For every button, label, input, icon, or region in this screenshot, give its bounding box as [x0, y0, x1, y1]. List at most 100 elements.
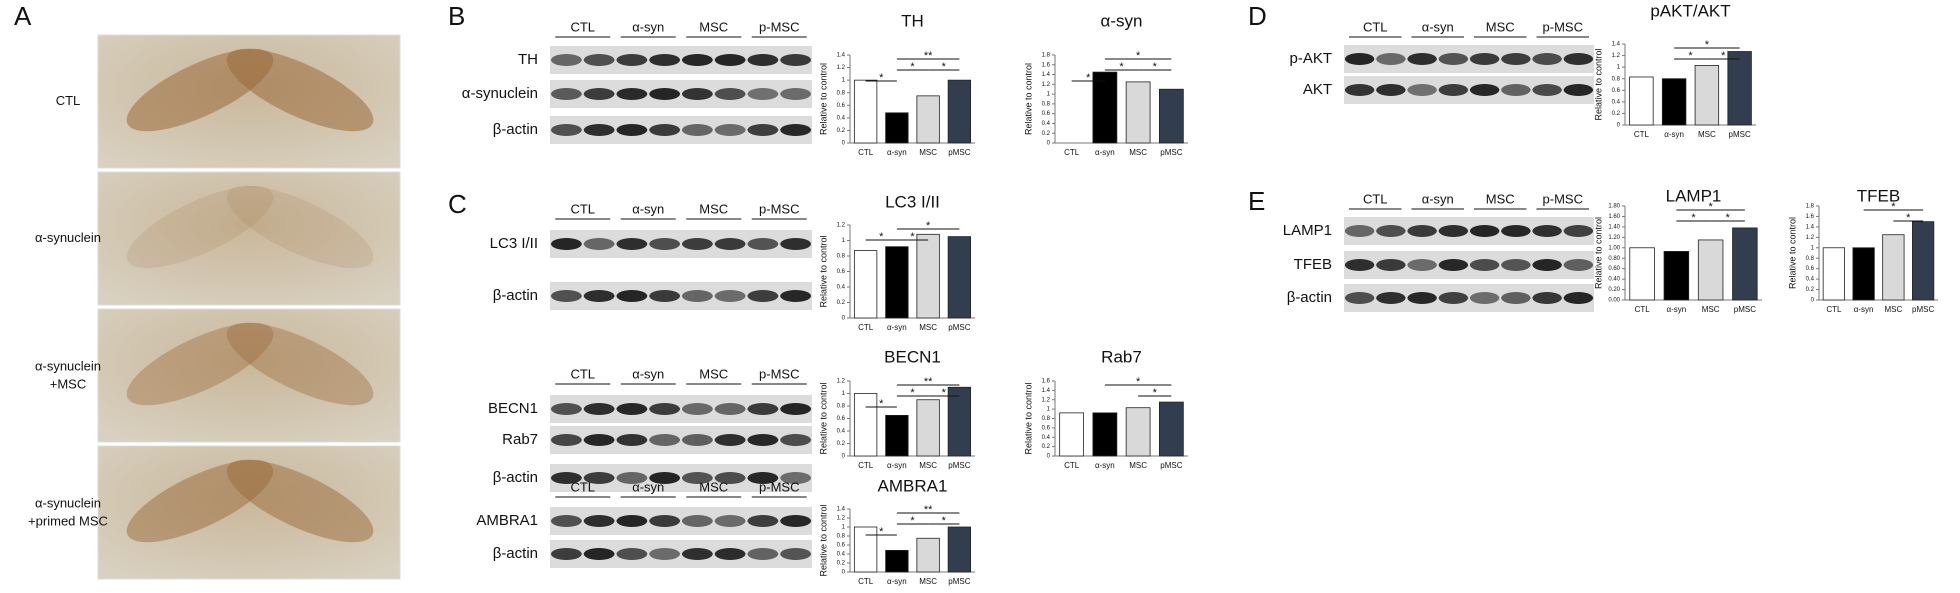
y-tick-label: 0.4	[837, 552, 846, 558]
bar	[885, 414, 909, 457]
significance-label: *	[1906, 212, 1911, 224]
x-tick-label: α-syn	[1667, 305, 1687, 314]
blot-band	[649, 290, 681, 302]
x-tick-label: α-syn	[887, 577, 907, 586]
y-tick-label: 0.8	[837, 90, 846, 96]
blot-band	[1469, 259, 1500, 271]
image-label: α-synuclein +MSC	[35, 359, 101, 392]
bar	[1697, 239, 1724, 301]
significance-label: **	[924, 504, 933, 516]
y-tick-label: 1	[1617, 65, 1621, 71]
blot-band	[714, 54, 746, 66]
y-tick-label: 0.6	[1806, 266, 1815, 272]
y-tick-label: 0.4	[1042, 435, 1051, 441]
y-axis-label: Relative to control	[818, 504, 828, 576]
blot-band	[649, 472, 681, 484]
blot-group-label: α-syn	[1422, 19, 1454, 34]
blot-band	[780, 403, 812, 415]
blot-band	[1438, 259, 1469, 271]
y-tick-label: 0	[1047, 141, 1051, 147]
significance-label: *	[910, 231, 915, 243]
chart-title: LC3 I/II	[885, 192, 940, 211]
blot-group-label: MSC	[699, 366, 728, 381]
x-tick-label: pMSC	[1160, 461, 1182, 470]
blot-band	[616, 238, 648, 250]
x-tick-label: CTL	[858, 323, 874, 332]
blot-band	[1407, 225, 1437, 237]
blot-band	[1344, 259, 1375, 271]
y-tick-label: 0	[842, 316, 846, 322]
significance-label: *	[1153, 61, 1158, 73]
blot-band	[1469, 292, 1500, 304]
bar	[885, 246, 909, 319]
significance-label: *	[1708, 201, 1713, 213]
blot-band	[1501, 84, 1531, 96]
blot-group-label: p-MSC	[759, 19, 799, 34]
significance-label: *	[1153, 387, 1158, 399]
blot-group-label: MSC	[1486, 19, 1515, 34]
bar	[1661, 78, 1687, 126]
significance-label: *	[1136, 50, 1141, 62]
x-tick-label: CTL	[1635, 305, 1651, 314]
significance-label: *	[879, 398, 884, 410]
bar	[1159, 88, 1184, 144]
y-tick-label: 1.4	[1806, 224, 1815, 230]
blot-band	[550, 54, 582, 66]
y-tick-label: 1.40	[1608, 224, 1620, 230]
panel-letter: E	[1248, 186, 1265, 216]
blot-band	[714, 515, 746, 527]
panel-letter: D	[1248, 1, 1267, 31]
y-tick-label: 1.2	[1806, 235, 1815, 241]
significance-label: *	[1726, 212, 1731, 224]
panel-letter: A	[14, 1, 32, 31]
y-tick-label: 1.2	[837, 65, 846, 71]
blot-band	[1376, 84, 1406, 96]
x-tick-label: α-syn	[1095, 461, 1115, 470]
x-tick-label: MSC	[1702, 305, 1720, 314]
blot-band	[780, 515, 812, 527]
y-tick-label: 0.40	[1608, 277, 1620, 283]
blot-band	[1563, 53, 1594, 65]
x-tick-label: α-syn	[887, 148, 907, 157]
significance-label: *	[1705, 39, 1710, 51]
y-tick-label: 1	[1811, 245, 1815, 251]
blot-band	[1407, 84, 1437, 96]
bar	[1727, 51, 1752, 126]
y-tick-label: 0.6	[837, 269, 846, 275]
stain-right	[226, 185, 374, 269]
blot-band	[1438, 84, 1469, 96]
y-tick-label: 1	[842, 525, 846, 531]
blot-band	[681, 88, 713, 100]
bar	[916, 537, 940, 573]
blot-band	[1344, 84, 1375, 96]
blot-band	[714, 472, 746, 484]
bar	[1059, 412, 1084, 457]
panel-letter: B	[448, 1, 465, 31]
y-tick-label: 1.8	[1806, 204, 1815, 210]
panel-letter: C	[448, 189, 467, 219]
y-axis-label: Relative to control	[1593, 217, 1603, 289]
blot-band	[681, 472, 713, 484]
blot-group-label: CTL	[1363, 191, 1388, 206]
blot-row-label: β-actin	[1287, 289, 1332, 306]
blot-group-label: CTL	[570, 479, 595, 494]
bar	[853, 250, 878, 319]
y-tick-label: 1.2	[837, 223, 846, 229]
x-tick-label: MSC	[1698, 130, 1716, 139]
chart-title: Rab7	[1101, 347, 1142, 366]
x-tick-label: pMSC	[948, 577, 970, 586]
blot-band	[616, 515, 648, 527]
blot-band	[780, 238, 812, 250]
x-tick-label: CTL	[1826, 305, 1842, 314]
chart-title: α-syn	[1101, 11, 1143, 30]
bar	[1694, 65, 1720, 126]
y-tick-label: 0.6	[837, 103, 846, 109]
chart-title: TH	[901, 11, 924, 30]
y-tick-label: 0	[1811, 298, 1815, 304]
bar	[1092, 71, 1118, 144]
blot-band	[780, 54, 812, 66]
y-axis-label: Relative to control	[818, 235, 828, 307]
y-tick-label: 0.2	[1806, 287, 1815, 293]
y-tick-label: 0.4	[1806, 277, 1815, 283]
blot-band	[1563, 292, 1594, 304]
